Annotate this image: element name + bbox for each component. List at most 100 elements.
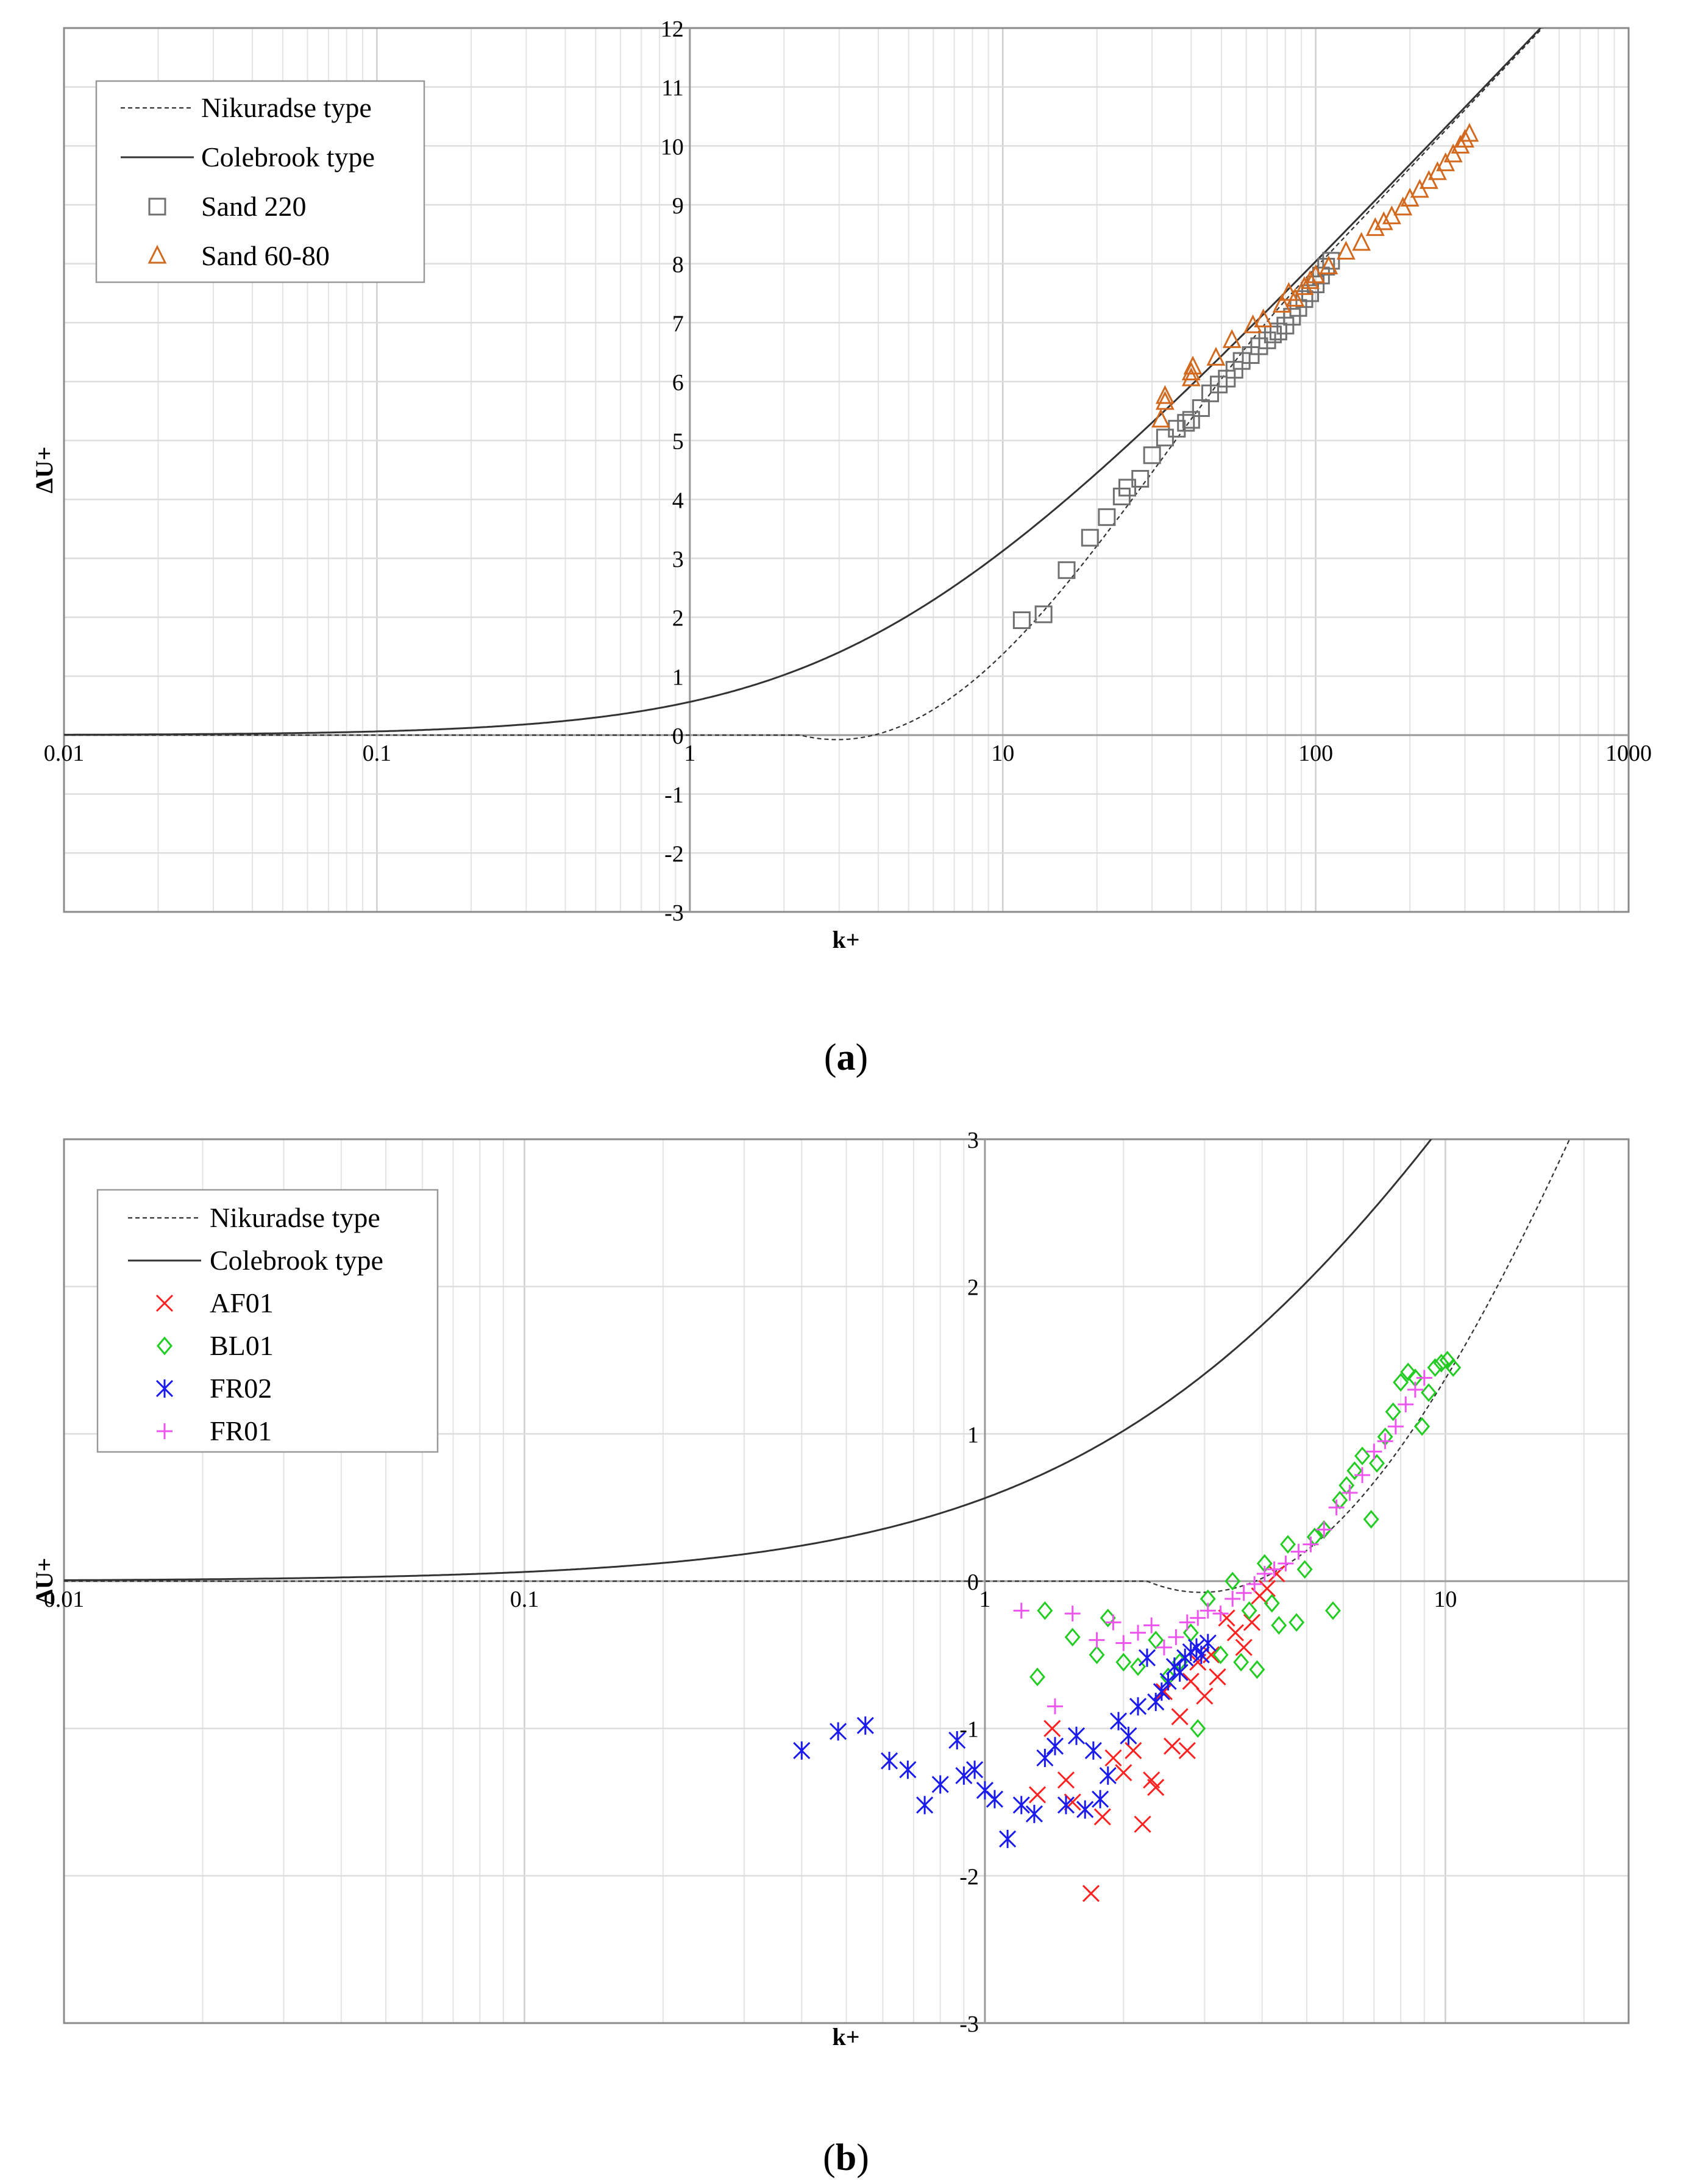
data-point bbox=[1241, 1601, 1257, 1620]
data-point bbox=[1322, 252, 1340, 270]
data-point bbox=[1407, 1381, 1423, 1398]
chart-a-y-tick-labels: -3 -2 -1 0 1 2 3 4 5 6 7 8 9 10 11 12 bbox=[661, 16, 684, 926]
chart-a-y-tick: 11 bbox=[661, 76, 684, 101]
data-point bbox=[1115, 1764, 1132, 1782]
chart-b-y-tick: -1 bbox=[959, 1717, 979, 1743]
data-point bbox=[1269, 322, 1287, 341]
data-point bbox=[1303, 1536, 1319, 1553]
chart-b-y-tick: 0 bbox=[967, 1570, 979, 1595]
chart-a-y-tick: 2 bbox=[672, 606, 684, 631]
data-point bbox=[1120, 1726, 1137, 1745]
data-point bbox=[1278, 1556, 1294, 1571]
data-point bbox=[1115, 1635, 1132, 1651]
chart-a-y-tick: 5 bbox=[672, 429, 684, 455]
data-point bbox=[1179, 1614, 1195, 1631]
chart-a-y-tick: 0 bbox=[672, 724, 684, 749]
chart-b-legend-fr02-marker bbox=[155, 1379, 174, 1398]
data-point bbox=[1104, 1749, 1122, 1767]
data-point bbox=[1057, 1796, 1075, 1815]
data-point bbox=[1089, 1645, 1105, 1665]
chart-a-x-tick: 1000 bbox=[1605, 741, 1652, 766]
data-point bbox=[1036, 1749, 1054, 1767]
chart-b-x-tick: 10 bbox=[1434, 1587, 1457, 1612]
data-point bbox=[1037, 1601, 1053, 1620]
data-point bbox=[1148, 1631, 1164, 1649]
data-point bbox=[1319, 255, 1338, 274]
data-point bbox=[1264, 1593, 1280, 1613]
chart-a-legend-sand6080-label: Sand 60-80 bbox=[201, 240, 330, 271]
chart-a-y-tick: -1 bbox=[664, 783, 684, 808]
data-point bbox=[1192, 399, 1210, 417]
data-point bbox=[1171, 1708, 1189, 1726]
data-point bbox=[1046, 1737, 1064, 1755]
data-point bbox=[1414, 1417, 1431, 1436]
data-point bbox=[1199, 1634, 1217, 1652]
data-point bbox=[1092, 1790, 1109, 1809]
chart-b-nikuradse-curve bbox=[64, 1139, 1571, 1593]
data-point bbox=[1155, 1683, 1173, 1701]
chart-b-y-tick: 3 bbox=[967, 1128, 979, 1153]
data-point bbox=[1387, 1418, 1404, 1435]
data-point bbox=[1443, 143, 1463, 163]
data-point bbox=[1168, 1629, 1184, 1645]
legend-marker bbox=[155, 1379, 174, 1398]
chart-b-caption-close: ) bbox=[856, 2137, 869, 2179]
data-point bbox=[1289, 1613, 1305, 1632]
series-sand-60-80 bbox=[1151, 123, 1479, 428]
data-point bbox=[1134, 1815, 1151, 1833]
data-point bbox=[1025, 1804, 1043, 1823]
data-point bbox=[1089, 1632, 1105, 1648]
data-point bbox=[1155, 385, 1175, 404]
chart-b-legend-fr02-label: FR02 bbox=[210, 1373, 272, 1404]
chart-b-x-tick: 1 bbox=[979, 1587, 990, 1612]
legend-marker bbox=[157, 1336, 172, 1356]
chart-a: 0.01 0.1 1 10 100 1000 -3 -2 -1 0 1 2 3 … bbox=[30, 16, 1652, 1078]
data-point bbox=[1183, 355, 1203, 375]
data-point bbox=[1232, 352, 1251, 370]
data-point bbox=[986, 1790, 1003, 1809]
chart-b-caption: (b) bbox=[823, 2137, 869, 2179]
chart-b-legend-bl01-marker bbox=[157, 1336, 172, 1356]
data-point bbox=[1332, 1490, 1348, 1510]
data-point bbox=[1129, 1697, 1147, 1716]
data-point bbox=[1125, 1741, 1142, 1759]
data-point bbox=[1043, 1720, 1061, 1737]
data-point bbox=[1013, 1602, 1029, 1619]
data-point bbox=[1190, 1610, 1206, 1626]
data-point bbox=[899, 1760, 917, 1779]
data-point bbox=[1256, 1565, 1273, 1582]
chart-b-y-tick: 2 bbox=[967, 1275, 979, 1301]
data-point bbox=[1147, 1779, 1165, 1796]
chart-b-y-tick-labels: -3 -2 -1 0 1 2 3 bbox=[959, 1128, 979, 2037]
chart-a-y-tick: 6 bbox=[672, 370, 684, 396]
data-point bbox=[1138, 1648, 1156, 1667]
chart-a-caption-letter: a bbox=[837, 1037, 856, 1078]
data-point bbox=[1130, 1657, 1146, 1676]
data-point bbox=[1225, 1571, 1241, 1591]
data-point bbox=[1196, 1687, 1214, 1705]
chart-b-colebrook-curve bbox=[64, 1139, 1432, 1581]
data-point bbox=[1421, 1383, 1437, 1402]
chart-a-x-tick: 1 bbox=[684, 741, 695, 766]
chart-a-caption-close: ) bbox=[856, 1037, 869, 1078]
data-point bbox=[1416, 1370, 1432, 1386]
chart-a-y-tick: 10 bbox=[661, 134, 684, 160]
chart-a-plot-frame bbox=[63, 27, 1630, 913]
data-point bbox=[1153, 1682, 1170, 1701]
chart-b-legend-af01-label: AF01 bbox=[210, 1287, 274, 1318]
chart-b-legend-box bbox=[96, 1189, 439, 1453]
data-point bbox=[1342, 1485, 1358, 1501]
data-point bbox=[1225, 1591, 1241, 1607]
legend-marker bbox=[157, 1423, 172, 1439]
data-point bbox=[1131, 470, 1150, 488]
chart-a-y-tick: 1 bbox=[672, 664, 684, 690]
chart-b-x-tick: 0.1 bbox=[510, 1587, 539, 1612]
chart-b-caption-open: ( bbox=[823, 2137, 836, 2179]
data-point bbox=[1301, 270, 1320, 290]
data-point bbox=[1374, 211, 1393, 230]
series-bl01 bbox=[1029, 1351, 1462, 1738]
data-point bbox=[966, 1760, 984, 1779]
data-point bbox=[1296, 1560, 1313, 1579]
data-point bbox=[1057, 1771, 1075, 1789]
chart-a-x-tick: 0.1 bbox=[363, 741, 392, 766]
